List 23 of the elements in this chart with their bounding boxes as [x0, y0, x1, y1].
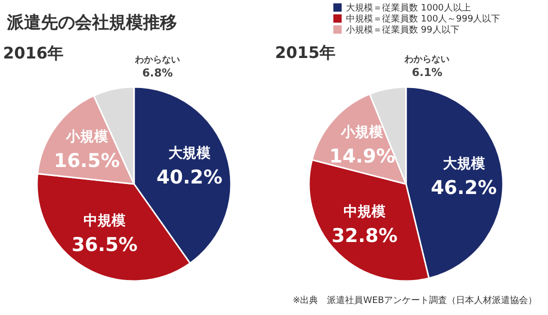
data-label: 6.8% [142, 66, 173, 80]
data-label: 36.5% [72, 234, 138, 256]
slice-label: 中規模 [84, 213, 127, 230]
slice-label: 大規模 [168, 145, 212, 162]
slice-label: わからない [134, 56, 180, 66]
category-label: 大規模＝従業員数 1000人以上 [346, 2, 471, 14]
slice-label: わからない [404, 55, 450, 66]
category-label: 小規模＝従業員数 99人以下 [346, 24, 460, 36]
data-label: 16.5% [54, 150, 120, 172]
data-label: 46.2% [430, 177, 497, 200]
slice-label: 中規模 [344, 204, 387, 220]
chart-title: 2015年 [275, 43, 336, 62]
data-label: 6.1% [412, 66, 442, 80]
chart-title: 2016年 [3, 44, 64, 63]
data-label: 14.9% [329, 146, 396, 168]
data-label: 40.2% [156, 166, 222, 188]
slice-label: 小規模 [64, 128, 109, 145]
text: 派遣先の会社規模推移 [6, 13, 177, 33]
slice-label: 小規模 [340, 124, 384, 141]
text: ※出典 派遣社員WEBアンケート調査（日本人材派遣協会） [292, 295, 537, 306]
slice-label: 大規模 [442, 156, 486, 172]
category-label: 中規模＝従業員数 100人～999人以下 [346, 14, 500, 24]
data-label: 32.8% [332, 224, 398, 247]
